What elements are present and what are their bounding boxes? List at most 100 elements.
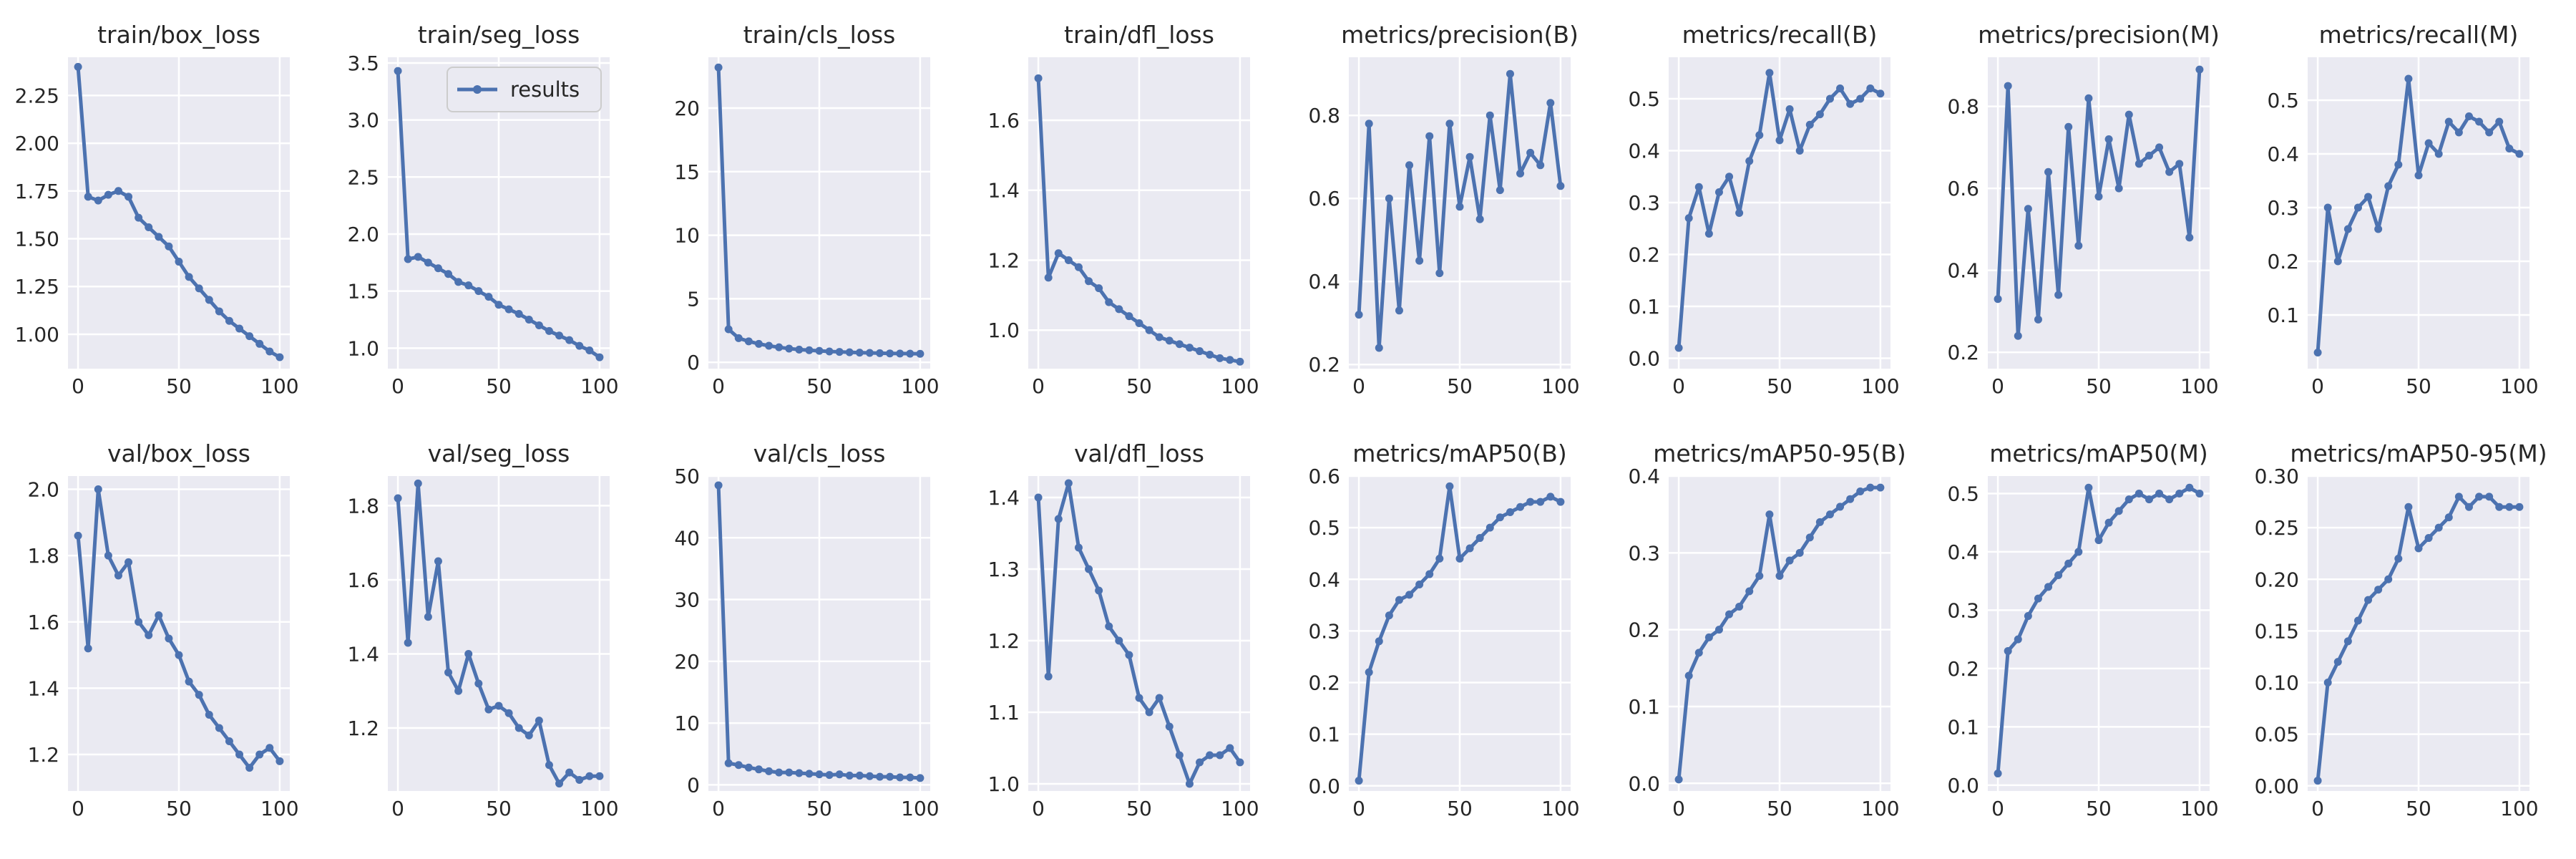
y-tick-label: 1.2	[987, 248, 1020, 272]
legend: results	[447, 67, 602, 112]
data-point	[1185, 344, 1194, 352]
y-tick-label: 20	[674, 650, 700, 674]
data-point	[1825, 510, 1834, 519]
y-tick-label: 0.1	[1628, 695, 1660, 719]
data-point	[2054, 291, 2063, 299]
data-point	[424, 613, 432, 621]
data-point	[1674, 344, 1683, 352]
data-point	[1105, 298, 1113, 306]
data-point	[525, 731, 533, 739]
data-point	[775, 768, 784, 777]
data-point	[135, 213, 143, 222]
data-point	[805, 346, 814, 354]
data-point	[2374, 586, 2383, 594]
data-point	[1785, 105, 1794, 113]
data-point	[2094, 193, 2103, 201]
data-point	[815, 770, 824, 779]
y-tick-label: 10	[674, 712, 700, 735]
y-tick-label: 0.05	[2255, 723, 2299, 747]
data-point	[1085, 277, 1093, 286]
data-point	[1365, 668, 1373, 676]
data-point	[74, 62, 82, 71]
y-tick-label: 0.2	[1308, 353, 1340, 377]
y-tick-label: 30	[674, 588, 700, 612]
subplot-val-dfl-loss: 0 50 100 1.0 1.1 1.2 1.3 1.4 val/dfl_loss	[987, 440, 1259, 820]
data-point	[1226, 744, 1234, 752]
data-point	[754, 339, 763, 348]
data-point	[1714, 626, 1723, 634]
subplot-title: train/dfl_loss	[1064, 21, 1214, 49]
data-point	[2374, 225, 2383, 233]
data-point	[1226, 356, 1234, 364]
subplot-metrics-map50-m: 0 50 100 0.0 0.1 0.2 0.3 0.4 0.5 metrics/mAP50(M)	[1947, 440, 2218, 820]
data-point	[2034, 594, 2042, 603]
data-point	[1395, 306, 1403, 315]
data-point	[1475, 534, 1484, 543]
legend-label: results	[510, 77, 580, 102]
x-tick-label: 100	[260, 374, 298, 398]
y-tick-label: 0	[687, 773, 700, 797]
data-point	[2353, 616, 2362, 625]
y-tick-label: 1.6	[987, 109, 1020, 132]
data-point	[404, 255, 412, 263]
data-point	[744, 763, 753, 772]
x-tick-label: 0	[712, 374, 725, 398]
data-point	[1425, 132, 1434, 140]
data-point	[886, 349, 894, 358]
subplot-title: metrics/mAP50-95(B)	[1653, 440, 1906, 467]
data-point	[1866, 483, 1875, 492]
y-tick-label: 1.4	[347, 642, 379, 666]
x-tick-label: 100	[260, 797, 298, 820]
data-point	[595, 353, 604, 361]
subplot-title: metrics/precision(M)	[1978, 21, 2220, 49]
data-point	[1856, 487, 1865, 495]
x-tick-label: 50	[1767, 374, 1792, 398]
data-point	[1526, 498, 1535, 506]
data-point	[855, 771, 864, 780]
data-point	[2004, 82, 2012, 90]
y-tick-label: 0.3	[2267, 196, 2299, 220]
subplot-train-box-loss: 0 50 100 1.00 1.25 1.50 1.75 2.00 2.25 train/box_…	[15, 21, 299, 398]
data-point	[1745, 157, 1754, 165]
data-point	[185, 273, 193, 281]
data-point	[1694, 183, 1703, 191]
data-point	[2064, 122, 2073, 131]
data-point	[404, 639, 412, 647]
y-tick-label: 0.0	[1628, 772, 1660, 795]
x-tick-label: 100	[1221, 797, 1259, 820]
x-tick-label: 50	[1126, 797, 1152, 820]
data-point	[1465, 152, 1474, 161]
data-point	[1216, 751, 1224, 759]
y-tick-label: 0.20	[2255, 568, 2299, 591]
data-point	[1044, 273, 1053, 282]
data-point	[1755, 572, 1764, 581]
data-point	[2014, 331, 2022, 340]
x-tick-label: 100	[580, 374, 618, 398]
subplot-val-box-loss: 0 50 100 1.2 1.4 1.6 1.8 2.0 val/box_loss	[27, 440, 298, 820]
data-point	[2175, 489, 2184, 498]
x-tick-label: 100	[1861, 374, 1899, 398]
data-point	[1516, 503, 1525, 511]
data-point	[2185, 483, 2194, 492]
data-point	[1846, 100, 1855, 108]
y-tick-label: 0.2	[1628, 618, 1660, 642]
data-point	[1125, 651, 1133, 659]
y-tick-label: 0.5	[1947, 482, 1979, 505]
data-point	[1445, 120, 1454, 128]
data-point	[845, 771, 854, 780]
subplot-metrics-map50-b: 0 50 100 0.0 0.1 0.2 0.3 0.4 0.5 0.6 metrics/mAP50…	[1308, 440, 1579, 820]
data-point	[2454, 492, 2463, 501]
data-point	[1556, 182, 1565, 190]
data-point	[1506, 508, 1514, 516]
x-tick-label: 0	[712, 797, 725, 820]
x-tick-label: 100	[901, 374, 939, 398]
y-tick-label: 0.4	[1628, 140, 1660, 163]
data-point	[1054, 249, 1063, 258]
data-point	[1415, 256, 1424, 265]
data-point	[845, 348, 854, 356]
data-point	[275, 757, 284, 765]
data-point	[2104, 135, 2113, 143]
data-point	[2024, 612, 2032, 621]
data-point	[2024, 205, 2032, 213]
